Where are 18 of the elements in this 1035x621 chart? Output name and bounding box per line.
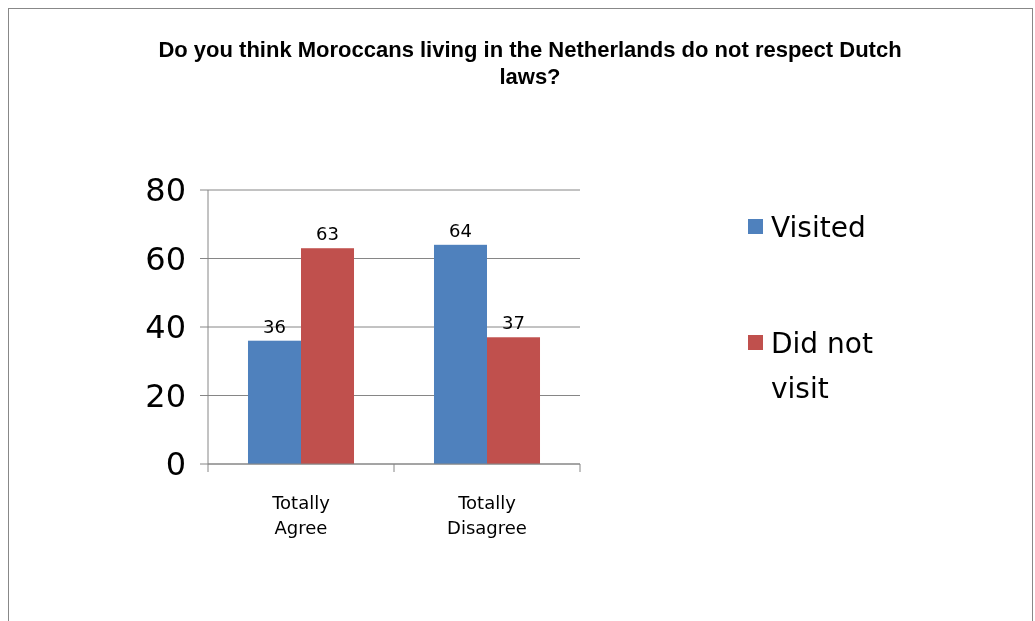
bar bbox=[433, 244, 487, 464]
y-tick-label: 20 bbox=[145, 376, 186, 415]
data-label: 36 bbox=[263, 315, 286, 337]
bar bbox=[487, 337, 541, 464]
y-tick-label: 80 bbox=[145, 171, 186, 210]
y-tick-label: 60 bbox=[145, 239, 186, 278]
data-label: 64 bbox=[449, 219, 472, 241]
data-label: 63 bbox=[316, 223, 339, 245]
bar bbox=[301, 248, 355, 464]
y-tick-label: 40 bbox=[145, 308, 186, 347]
data-label: 37 bbox=[502, 312, 525, 334]
x-tick-label: Totally Disagree bbox=[447, 492, 527, 538]
chart-title: Do you think Moroccans living in the Netherlands do not respect Dutch laws? bbox=[158, 37, 902, 89]
legend-label: Did not visit bbox=[771, 326, 873, 405]
y-tick-label: 0 bbox=[165, 445, 186, 484]
bar bbox=[247, 340, 301, 464]
x-tick-label: Totally Agree bbox=[271, 492, 331, 538]
legend-label: Visited bbox=[771, 210, 866, 244]
